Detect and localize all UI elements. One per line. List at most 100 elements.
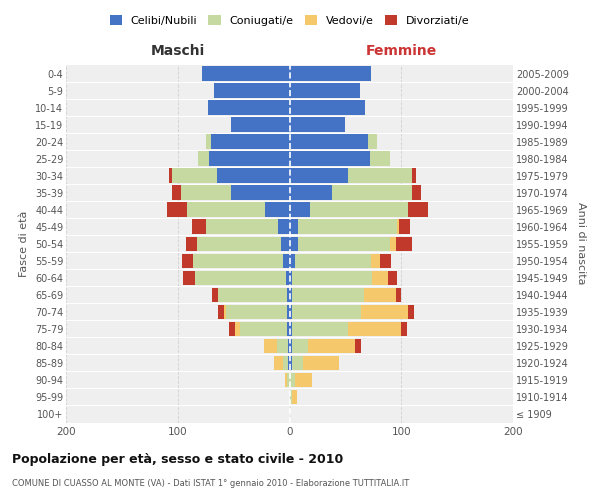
Bar	[290, 236, 298, 251]
Bar	[214, 84, 290, 98]
Text: Femmine: Femmine	[365, 44, 437, 58]
Bar	[277, 338, 289, 353]
Bar	[218, 304, 224, 319]
Bar	[278, 220, 290, 234]
Bar	[290, 338, 292, 353]
Bar	[182, 254, 193, 268]
Bar	[290, 254, 295, 268]
Bar	[395, 288, 401, 302]
Y-axis label: Anni di nascita: Anni di nascita	[575, 202, 586, 285]
Bar	[361, 304, 408, 319]
Bar	[290, 186, 332, 200]
Bar	[380, 254, 391, 268]
Bar	[185, 236, 197, 251]
Bar	[212, 288, 218, 302]
Bar	[187, 202, 265, 217]
Bar	[224, 304, 226, 319]
Bar	[281, 236, 290, 251]
Bar	[169, 168, 172, 183]
Bar	[295, 372, 312, 387]
Bar	[217, 168, 290, 183]
Bar	[206, 134, 211, 149]
Bar	[292, 270, 372, 285]
Bar	[211, 134, 290, 149]
Bar	[264, 338, 277, 353]
Y-axis label: Fasce di età: Fasce di età	[19, 210, 29, 277]
Bar	[412, 168, 416, 183]
Bar	[197, 236, 281, 251]
Bar	[208, 100, 290, 115]
Bar	[401, 322, 407, 336]
Bar	[232, 186, 290, 200]
Bar	[298, 236, 390, 251]
Bar	[292, 322, 347, 336]
Bar	[292, 338, 308, 353]
Bar	[287, 372, 290, 387]
Bar	[290, 84, 360, 98]
Bar	[181, 186, 232, 200]
Bar	[274, 356, 283, 370]
Text: Popolazione per età, sesso e stato civile - 2010: Popolazione per età, sesso e stato civil…	[12, 452, 343, 466]
Bar	[290, 118, 346, 132]
Bar	[371, 254, 380, 268]
Bar	[310, 202, 408, 217]
Bar	[332, 186, 412, 200]
Bar	[229, 322, 235, 336]
Bar	[408, 304, 413, 319]
Bar	[283, 254, 290, 268]
Bar	[292, 390, 298, 404]
Bar	[412, 186, 421, 200]
Bar	[290, 390, 292, 404]
Bar	[388, 270, 397, 285]
Bar	[290, 168, 347, 183]
Bar	[202, 66, 290, 80]
Bar	[283, 356, 289, 370]
Bar	[289, 356, 290, 370]
Bar	[241, 322, 287, 336]
Bar	[265, 202, 290, 217]
Bar	[226, 304, 287, 319]
Bar	[368, 134, 377, 149]
Bar	[167, 202, 187, 217]
Bar	[184, 270, 194, 285]
Bar	[290, 356, 292, 370]
Bar	[218, 288, 287, 302]
Bar	[287, 288, 290, 302]
Bar	[172, 168, 217, 183]
Bar	[235, 322, 241, 336]
Bar	[295, 254, 371, 268]
Text: Maschi: Maschi	[151, 44, 205, 58]
Bar	[290, 220, 298, 234]
Bar	[193, 254, 283, 268]
Bar	[192, 220, 206, 234]
Bar	[290, 288, 292, 302]
Bar	[290, 134, 368, 149]
Bar	[399, 220, 410, 234]
Bar	[290, 372, 295, 387]
Bar	[390, 236, 395, 251]
Text: COMUNE DI CUASSO AL MONTE (VA) - Dati ISTAT 1° gennaio 2010 - Elaborazione TUTTI: COMUNE DI CUASSO AL MONTE (VA) - Dati IS…	[12, 479, 409, 488]
Bar	[308, 338, 355, 353]
Legend: Celibi/Nubili, Coniugati/e, Vedovi/e, Divorziati/e: Celibi/Nubili, Coniugati/e, Vedovi/e, Di…	[110, 15, 469, 26]
Bar	[290, 152, 370, 166]
Bar	[303, 356, 338, 370]
Bar	[395, 236, 412, 251]
Bar	[289, 338, 290, 353]
Bar	[298, 220, 397, 234]
Bar	[290, 304, 292, 319]
Bar	[172, 186, 181, 200]
Bar	[232, 118, 290, 132]
Bar	[198, 152, 209, 166]
Bar	[372, 270, 388, 285]
Bar	[347, 168, 412, 183]
Bar	[206, 220, 278, 234]
Bar	[290, 66, 371, 80]
Bar	[209, 152, 290, 166]
Bar	[292, 288, 364, 302]
Bar	[290, 322, 292, 336]
Bar	[194, 270, 286, 285]
Bar	[397, 220, 399, 234]
Bar	[364, 288, 395, 302]
Bar	[290, 202, 310, 217]
Bar	[292, 356, 303, 370]
